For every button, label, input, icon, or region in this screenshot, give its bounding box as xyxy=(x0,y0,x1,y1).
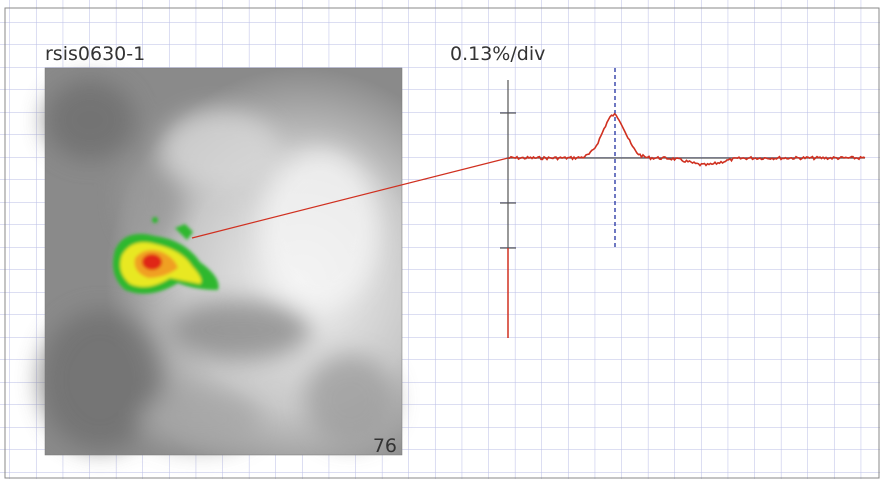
page: rsis0630-1 0.13%/div 76 (() => { const d… xyxy=(0,0,880,479)
camera-image xyxy=(40,68,402,455)
image-label: rsis0630-1 xyxy=(45,43,145,65)
scale-label: 0.13%/div xyxy=(450,43,545,65)
viewer: rsis0630-1 0.13%/div 76 xyxy=(0,0,880,479)
frame-number: 76 xyxy=(373,435,397,457)
